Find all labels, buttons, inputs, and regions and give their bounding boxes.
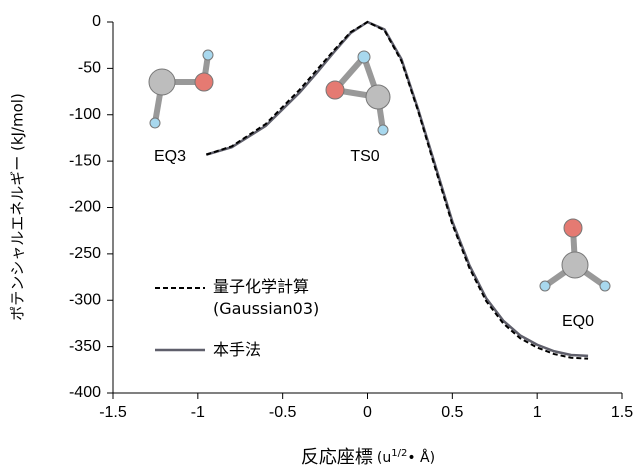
x-tick-label: 1: [533, 404, 542, 421]
y-tick-label: -200: [69, 199, 101, 216]
y-tick-label: -400: [69, 384, 101, 401]
annotation: EQ0: [562, 313, 594, 330]
x-axis-unit-sup: 1/2: [391, 448, 407, 459]
y-tick-label: -300: [69, 291, 101, 308]
y-tick-label: -100: [69, 106, 101, 123]
y-tick-label: -50: [78, 60, 101, 77]
y-tick-label: 0: [92, 13, 101, 30]
x-tick-label: -1.5: [99, 404, 127, 421]
y-tick-label: -150: [69, 152, 101, 169]
x-tick-label: 0: [363, 404, 372, 421]
annotation: TS0: [350, 148, 379, 165]
annotation: EQ3: [154, 148, 186, 165]
x-tick-label: 1.5: [611, 404, 633, 421]
x-axis-label-main: 反応座標: [301, 447, 373, 468]
y-tick-label: -250: [69, 245, 101, 262]
y-tick-label: -350: [69, 338, 101, 355]
y-axis-label: ポテンシャルエネルギー (kJ/mol): [9, 93, 27, 321]
x-axis-unit: • Å): [407, 449, 435, 466]
legend-label: 量子化学計算 (Gaussian03): [213, 277, 320, 318]
x-tick-label: -1: [191, 404, 205, 421]
molecule-ts0: [325, 50, 391, 136]
molecule-eq3: [148, 49, 214, 129]
molecule-eq0: [539, 218, 611, 292]
x-axis-unit: (u: [377, 450, 391, 466]
x-tick-label: 0.5: [441, 404, 463, 421]
series-line: [206, 20, 589, 360]
x-axis-label: 反応座標 (u1/2• Å): [301, 447, 435, 468]
series-line: [205, 20, 589, 358]
legend-label: 本手法: [213, 340, 262, 359]
x-tick-label: -0.5: [269, 404, 297, 421]
